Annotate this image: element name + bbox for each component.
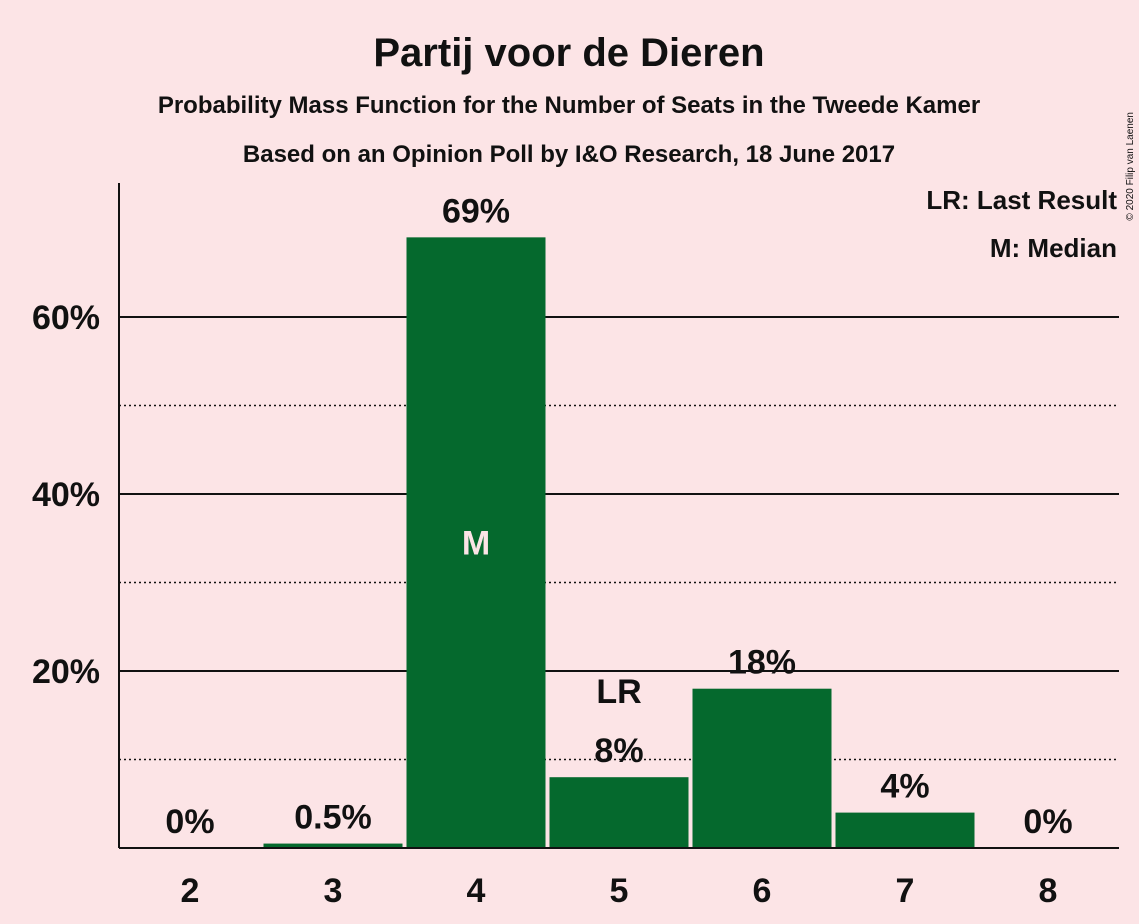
bar xyxy=(549,777,689,848)
value-labels: 0% 2 0.5% 3 69% M 4 8% LR 5 18% 6 4% 7 0% 8 xyxy=(165,192,1072,910)
legend-last-result: LR: Last Result xyxy=(926,185,1117,215)
y-tick-label: 60% xyxy=(32,299,100,337)
chart-subtitle-source: Based on an Opinion Poll by I&O Research… xyxy=(243,141,895,168)
bar xyxy=(263,843,403,848)
x-tick-label: 8 xyxy=(1039,872,1058,910)
bar xyxy=(406,237,546,849)
chart-subtitle: Probability Mass Function for the Number… xyxy=(158,92,980,119)
bar xyxy=(692,688,832,848)
value-label: 18% xyxy=(728,644,796,682)
copyright-text: © 2020 Filip van Laenen xyxy=(1125,112,1136,221)
bar xyxy=(835,812,975,848)
x-tick-label: 4 xyxy=(467,872,486,910)
x-tick-label: 6 xyxy=(753,872,772,910)
x-tick-label: 5 xyxy=(610,872,629,910)
value-label: 69% xyxy=(442,192,510,230)
x-tick-label: 3 xyxy=(324,872,343,910)
x-tick-label: 7 xyxy=(896,872,915,910)
y-tick-label: 40% xyxy=(32,476,100,514)
value-label: 4% xyxy=(880,768,929,806)
value-label: 8% xyxy=(594,732,643,770)
median-marker: M xyxy=(462,525,490,563)
value-label: 0% xyxy=(165,803,214,841)
value-label: 0% xyxy=(1023,803,1072,841)
gridlines: 20% 40% 60% xyxy=(32,299,1119,761)
axes xyxy=(118,183,1119,849)
chart-title: Partij voor de Dieren xyxy=(373,31,764,75)
x-tick-label: 2 xyxy=(181,872,200,910)
value-label: 0.5% xyxy=(294,799,372,837)
legend-median: M: Median xyxy=(990,233,1117,263)
bars xyxy=(263,237,975,849)
last-result-marker: LR xyxy=(596,673,641,711)
y-tick-label: 20% xyxy=(32,653,100,691)
